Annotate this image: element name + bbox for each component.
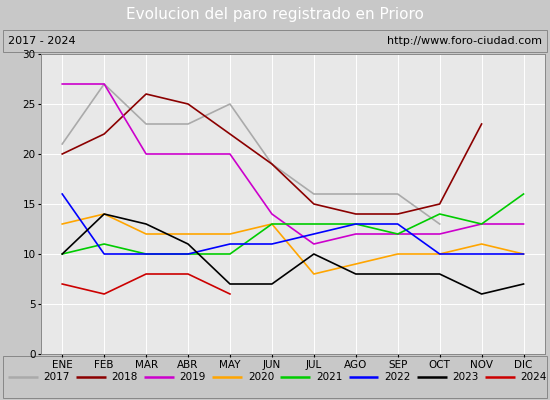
Text: 2021: 2021 [316, 372, 342, 382]
Text: 2017: 2017 [43, 372, 70, 382]
Text: 2017 - 2024: 2017 - 2024 [8, 36, 76, 46]
Text: Evolucion del paro registrado en Prioro: Evolucion del paro registrado en Prioro [126, 8, 424, 22]
Text: 2018: 2018 [112, 372, 138, 382]
Text: 2024: 2024 [520, 372, 546, 382]
Text: 2019: 2019 [180, 372, 206, 382]
Text: 2020: 2020 [248, 372, 274, 382]
Text: 2023: 2023 [452, 372, 478, 382]
Text: 2022: 2022 [384, 372, 410, 382]
Text: http://www.foro-ciudad.com: http://www.foro-ciudad.com [387, 36, 542, 46]
